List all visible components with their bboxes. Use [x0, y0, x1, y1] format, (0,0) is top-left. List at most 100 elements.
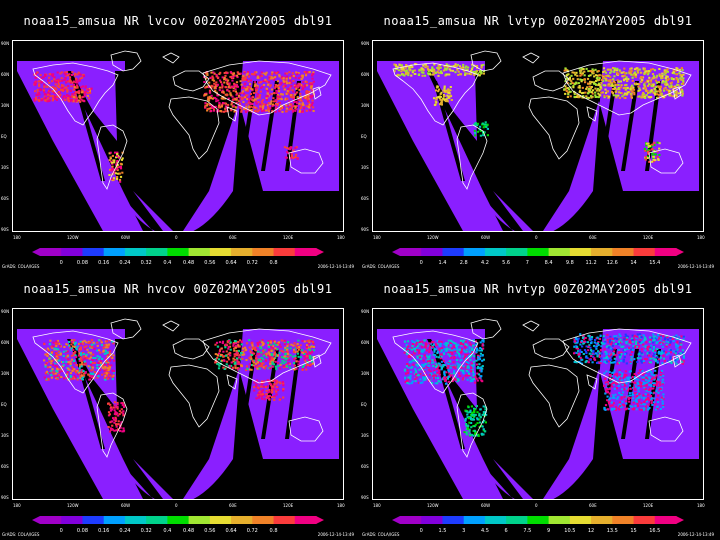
data-pixel	[256, 394, 259, 397]
colorbar-arrow-right	[316, 248, 324, 256]
data-pixel	[307, 90, 310, 93]
data-pixel	[418, 351, 421, 354]
data-pixel	[428, 342, 431, 345]
data-pixel	[240, 343, 243, 346]
data-pixel	[109, 151, 112, 154]
data-pixel	[252, 92, 255, 95]
data-pixel	[472, 360, 475, 363]
data-pixel	[83, 348, 86, 351]
data-pixel	[88, 87, 91, 90]
data-pixel	[442, 360, 445, 363]
data-pixel	[425, 356, 428, 359]
data-pixel	[652, 91, 655, 94]
data-pixel	[56, 339, 59, 342]
data-pixel	[82, 95, 85, 98]
data-pixel	[265, 95, 268, 98]
data-pixel	[481, 365, 484, 368]
data-pixel	[468, 372, 471, 375]
data-pixel	[596, 342, 599, 345]
data-pixel	[658, 340, 661, 343]
data-pixel	[644, 87, 647, 89]
data-pixel	[299, 83, 302, 86]
data-pixel	[284, 352, 287, 355]
data-pixel	[604, 88, 607, 91]
data-pixel	[305, 90, 308, 93]
data-pixel	[605, 352, 608, 355]
data-pixel	[606, 395, 609, 398]
data-pixel	[463, 355, 466, 358]
data-pixel	[586, 86, 589, 89]
data-pixel	[55, 369, 58, 372]
data-pixel	[216, 356, 219, 359]
data-pixel	[243, 107, 246, 110]
data-pixel	[634, 82, 638, 85]
data-pixel	[637, 372, 640, 375]
data-pixel	[77, 373, 80, 376]
data-pixel	[612, 67, 615, 69]
data-pixel	[634, 74, 638, 76]
data-pixel	[120, 402, 123, 405]
data-pixel	[480, 64, 483, 67]
data-pixel	[278, 101, 281, 104]
data-pixel	[669, 358, 673, 361]
data-pixel	[581, 96, 584, 99]
data-pixel	[639, 408, 642, 411]
map-frame: 90N 60N 30N EQ 30S 60S 90S 180 120W 60W 0 60E 120E 18…	[361, 308, 705, 508]
data-pixel	[36, 71, 39, 74]
data-pixel	[623, 338, 626, 341]
data-pixel	[44, 353, 47, 356]
colorbar-label: 0.4	[163, 528, 172, 534]
data-pixel	[402, 68, 405, 71]
coastline	[162, 52, 180, 64]
data-pixel	[658, 147, 661, 150]
data-pixel	[572, 77, 575, 80]
data-pixel	[422, 379, 425, 382]
data-pixel	[424, 342, 427, 345]
data-pixel	[288, 362, 291, 365]
data-pixel	[476, 122, 479, 125]
data-pixel	[217, 106, 220, 109]
data-pixel	[459, 339, 463, 342]
data-pixel	[406, 348, 409, 351]
data-pixel	[58, 342, 61, 345]
data-pixel	[35, 93, 38, 96]
data-pixel	[408, 67, 411, 70]
data-pixel	[641, 407, 644, 410]
data-pixel	[682, 338, 685, 341]
data-pixel	[264, 365, 268, 368]
data-pixel	[470, 422, 473, 424]
data-pixel	[615, 335, 618, 338]
data-pixel	[432, 343, 435, 346]
data-pixel	[464, 417, 467, 420]
data-pixel	[637, 85, 640, 88]
data-pixel	[608, 381, 611, 384]
data-pixel	[638, 83, 641, 86]
data-pixel	[121, 402, 124, 405]
data-pixel	[216, 77, 220, 80]
colorbar-label: 0	[59, 260, 63, 266]
lon-tick-label: 0	[175, 503, 178, 508]
data-pixel	[456, 366, 459, 369]
data-pixel	[249, 109, 252, 112]
data-pixel	[465, 369, 468, 372]
data-pixel	[312, 349, 315, 352]
data-pixel	[80, 374, 84, 377]
data-pixel	[92, 357, 95, 359]
data-pixel	[675, 346, 678, 349]
data-pixel	[118, 413, 121, 416]
data-pixel	[275, 89, 278, 92]
data-pixel	[650, 160, 654, 163]
data-pixel	[91, 359, 94, 361]
data-pixel	[286, 353, 290, 355]
data-pixel	[63, 89, 66, 91]
data-pixel	[256, 344, 259, 347]
data-pixel	[119, 167, 123, 170]
data-pixel	[56, 378, 59, 381]
data-pixel	[217, 367, 221, 370]
data-pixel	[260, 86, 263, 89]
data-pixel	[486, 127, 489, 130]
data-pixel	[615, 88, 618, 91]
data-pixel	[605, 390, 608, 393]
data-pixel	[72, 99, 75, 102]
data-pixel	[283, 339, 287, 342]
